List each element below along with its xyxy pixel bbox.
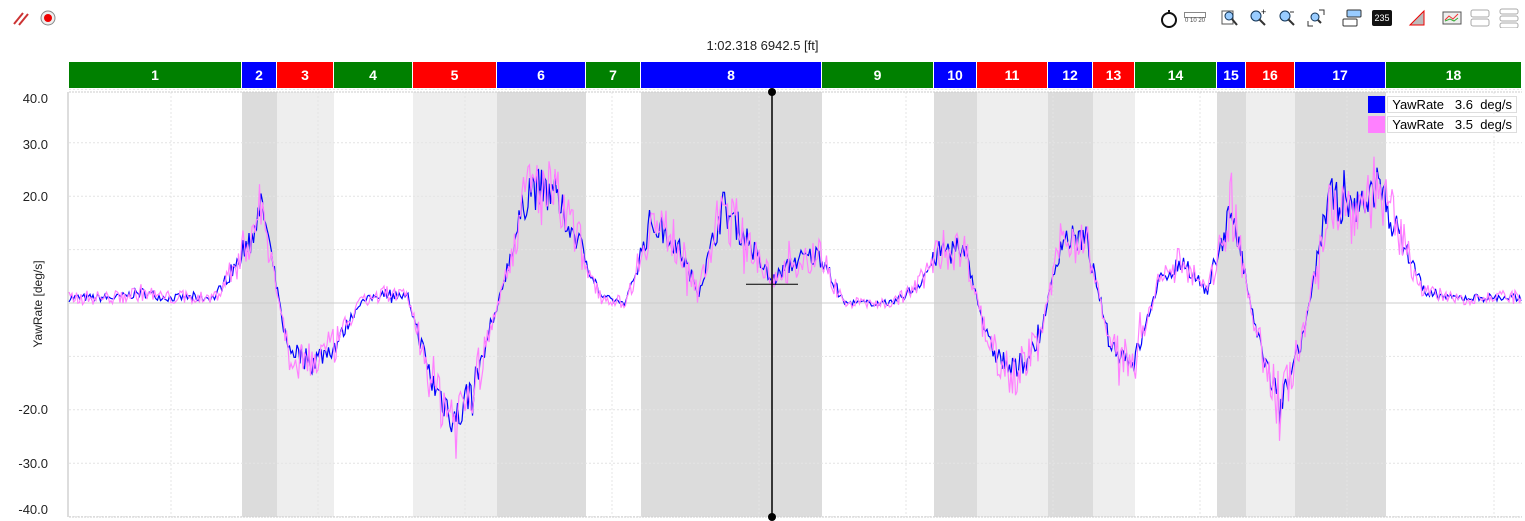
y-tick-label: 30.0 (22, 137, 48, 152)
segment-shading (1217, 92, 1246, 517)
cursor-handle[interactable] (768, 513, 776, 521)
segment-shading (1093, 92, 1135, 517)
segment-shading (1386, 92, 1522, 517)
segment-3[interactable]: 3 (277, 62, 334, 88)
segment-shading (69, 92, 242, 517)
segment-shading (1135, 92, 1217, 517)
segment-shading (641, 92, 822, 517)
y-tick-label: 40.0 (22, 91, 48, 106)
segment-5[interactable]: 5 (413, 62, 497, 88)
y-tick-label: -20.0 (18, 402, 48, 417)
ruler-icon[interactable]: 0 10 20 (1183, 7, 1207, 29)
legend-item: YawRate 3.5 deg/s (1368, 116, 1517, 133)
segment-11[interactable]: 11 (977, 62, 1048, 88)
segment-2[interactable]: 2 (242, 62, 277, 88)
series-yawrate-pink (68, 156, 1522, 459)
segment-14[interactable]: 14 (1135, 62, 1217, 88)
segment-1[interactable]: 1 (69, 62, 242, 88)
segment-shading (934, 92, 977, 517)
segment-8[interactable]: 8 (641, 62, 822, 88)
chart-image-icon[interactable] (1440, 7, 1464, 29)
zoom-in-icon[interactable]: + (1246, 7, 1270, 29)
segment-13[interactable]: 13 (1093, 62, 1135, 88)
segment-shading (586, 92, 641, 517)
segment-shading (413, 92, 497, 517)
y-tick-label: 20.0 (22, 189, 48, 204)
segment-shading (1246, 92, 1295, 517)
value-display-icon[interactable]: 235 (1370, 7, 1394, 29)
overlay-icon[interactable] (1340, 7, 1364, 29)
segment-7[interactable]: 7 (586, 62, 641, 88)
segment-15[interactable]: 15 (1217, 62, 1246, 88)
zoom-fit-icon[interactable] (1304, 7, 1328, 29)
zoom-out-icon[interactable] (1275, 7, 1299, 29)
segment-9[interactable]: 9 (822, 62, 934, 88)
segment-10[interactable]: 10 (934, 62, 977, 88)
segment-4[interactable]: 4 (334, 62, 413, 88)
segment-shading (1048, 92, 1093, 517)
segment-shading (277, 92, 334, 517)
legend-item: YawRate 3.6 deg/s (1368, 96, 1517, 113)
segment-12[interactable]: 12 (1048, 62, 1093, 88)
svg-text:+: + (1261, 8, 1266, 17)
segment-shading (977, 92, 1048, 517)
segment-18[interactable]: 18 (1386, 62, 1522, 88)
zoom-page-icon[interactable] (1218, 7, 1242, 29)
cursor-handle[interactable] (768, 88, 776, 96)
segment-6[interactable]: 6 (497, 62, 586, 88)
y-tick-label: -30.0 (18, 456, 48, 471)
stopwatch-icon[interactable] (1157, 7, 1181, 29)
y-tick-label: -40.0 (18, 502, 48, 517)
segment-17[interactable]: 17 (1295, 62, 1386, 88)
segment-shading (242, 92, 277, 517)
segment-shading (1295, 92, 1386, 517)
cursor-readout: 1:02.318 6942.5 [ft] (706, 38, 819, 53)
delta-triangle-icon[interactable] (1405, 7, 1429, 29)
segment-shading (497, 92, 586, 517)
y-axis-title: YawRate [deg/s] (31, 260, 45, 348)
split-2-icon[interactable] (1468, 7, 1492, 29)
record-icon[interactable] (38, 8, 58, 28)
legend: YawRate 3.6 deg/s YawRate 3.5 deg/s (1368, 96, 1517, 136)
clear-lines-icon[interactable] (10, 8, 32, 28)
segment-shading (334, 92, 413, 517)
segment-bar: 1 2 3 4 5 6 7 8 9 10 11 12 13 14 15 16 17 18 (69, 62, 1522, 88)
segment-16[interactable]: 16 (1246, 62, 1295, 88)
split-3-icon[interactable] (1497, 7, 1521, 29)
